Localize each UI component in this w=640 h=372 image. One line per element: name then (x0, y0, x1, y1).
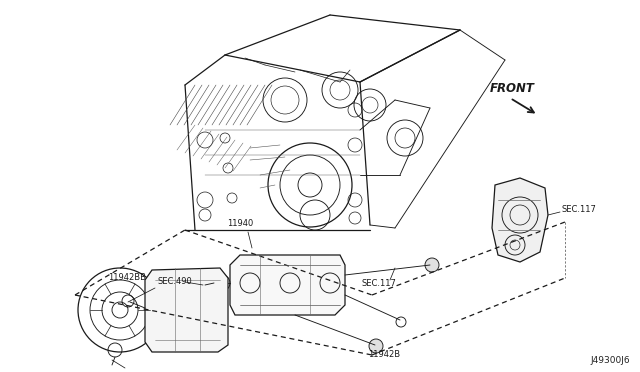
Text: SEC.117: SEC.117 (562, 205, 597, 215)
Polygon shape (230, 255, 345, 315)
Text: 11940: 11940 (227, 219, 253, 228)
Text: SEC.490: SEC.490 (157, 277, 192, 286)
Polygon shape (492, 178, 548, 262)
Polygon shape (145, 268, 228, 352)
Text: SEC.117: SEC.117 (362, 279, 397, 288)
Text: FRONT: FRONT (490, 81, 535, 94)
Text: 11942B: 11942B (368, 350, 400, 359)
Circle shape (425, 258, 439, 272)
Text: 11942BB: 11942BB (108, 273, 146, 282)
Circle shape (369, 339, 383, 353)
Text: J49300J6: J49300J6 (590, 356, 630, 365)
